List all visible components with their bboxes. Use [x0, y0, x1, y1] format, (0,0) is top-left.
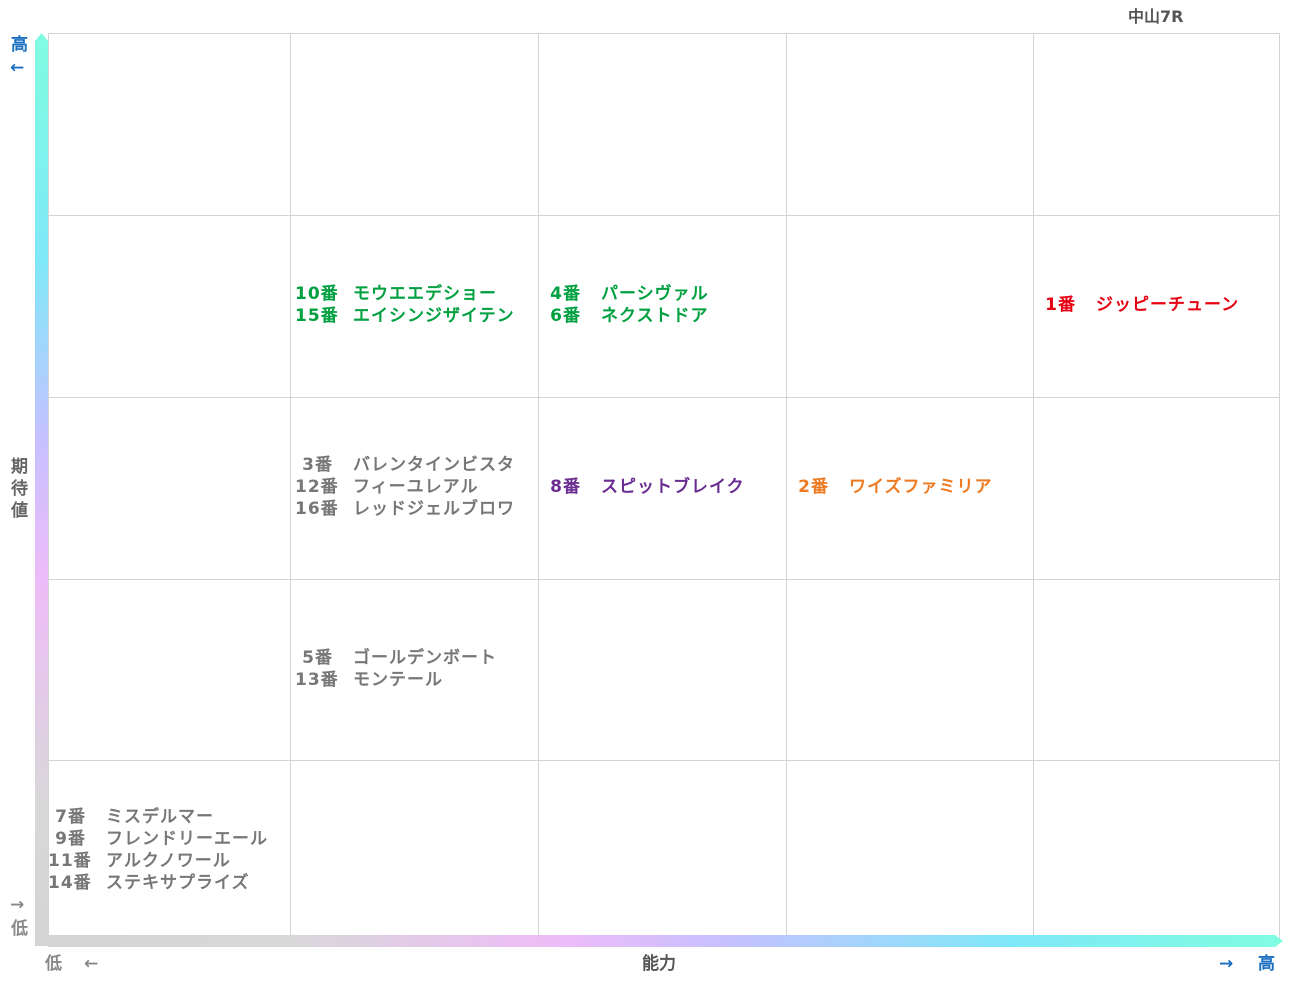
horse-number: 14番 [48, 872, 92, 893]
y-high-arrow-icon: ← [10, 58, 25, 78]
y-high-label: 高 [11, 35, 28, 55]
horse-number: 8番 [550, 477, 581, 497]
x-high-arrow-icon: → [1219, 954, 1234, 974]
horse-number: 9番 [55, 828, 86, 849]
horse-name: ワイズファミリア [849, 477, 993, 497]
horse-entry: 2番 ワイズファミリア [791, 476, 993, 498]
race-title: 中山7R [1128, 7, 1184, 26]
horse-name: ミスデルマー [106, 806, 214, 827]
horse-entry: 10番 モウエエデショー [295, 283, 515, 305]
grid-row-line [49, 397, 1279, 398]
matrix-cell: 5番 ゴールデンボート 13番 モンテール [295, 578, 497, 759]
horse-number: 16番 [295, 499, 339, 519]
grid-column-line [538, 34, 539, 939]
horse-name: スピットブレイク [601, 477, 745, 497]
matrix-cell: 7番 ミスデルマー 9番 フレンドリーエール 11番 アルクノワール 14番 ステキサプライズ [48, 759, 268, 940]
horse-number: 3番 [302, 455, 333, 475]
horse-number: 6番 [550, 306, 581, 326]
horse-name: バレンタインビスタ [353, 455, 515, 475]
y-axis-bar [35, 33, 48, 946]
grid-row-line [49, 215, 1279, 216]
horse-number: 11番 [48, 850, 92, 871]
horse-name: レッドジェルブロワ [353, 499, 515, 519]
y-axis-label: 期待値 [11, 457, 28, 521]
matrix-cell: 3番 バレンタインビスタ 12番 フィーユレアル 16番 レッドジェルブロワ [295, 396, 515, 578]
grid-row-line [49, 760, 1279, 761]
horse-number: 15番 [295, 306, 339, 326]
horse-number: 1番 [1045, 295, 1076, 315]
horse-name: ネクストドア [601, 306, 709, 326]
horse-number: 10番 [295, 284, 339, 304]
grid-column-line [786, 34, 787, 939]
x-axis-bar [35, 935, 1283, 947]
horse-entry: 12番 フィーユレアル [295, 476, 515, 498]
grid-column-line [1033, 34, 1034, 939]
matrix-cell: 10番 モウエエデショー 15番 エイシンジザイテン [295, 214, 515, 396]
matrix-cell: 2番 ワイズファミリア [791, 396, 993, 578]
y-low-arrow-icon: → [10, 895, 25, 915]
x-low-arrow-icon: ← [84, 954, 99, 974]
horse-number: 13番 [295, 669, 339, 690]
x-high-label: 高 [1258, 954, 1275, 974]
horse-entry: 9番 フレンドリーエール [48, 828, 268, 850]
matrix-cell: 4番 パーシヴァル 6番 ネクストドア [543, 214, 709, 396]
horse-number: 7番 [55, 806, 86, 827]
horse-name: フィーユレアル [353, 477, 479, 497]
horse-number: 5番 [302, 647, 333, 668]
horse-entry: 3番 バレンタインビスタ [295, 454, 515, 476]
horse-number: 2番 [798, 477, 829, 497]
horse-name: パーシヴァル [601, 284, 709, 304]
horse-entry: 1番 ジッピーチューン [1038, 294, 1239, 316]
horse-entry: 8番 スピットブレイク [543, 476, 745, 498]
horse-name: モウエエデショー [353, 284, 497, 304]
horse-number: 12番 [295, 477, 339, 497]
horse-entry: 16番 レッドジェルブロワ [295, 498, 515, 520]
x-low-label: 低 [45, 954, 62, 974]
horse-name: エイシンジザイテン [353, 306, 515, 326]
horse-name: ジッピーチューン [1096, 295, 1240, 315]
grid-column-line [290, 34, 291, 939]
horse-name: アルクノワール [106, 850, 231, 871]
x-axis-label: 能力 [642, 954, 676, 974]
horse-name: ゴールデンボート [353, 647, 497, 668]
y-low-label: 低 [11, 919, 28, 939]
horse-entry: 6番 ネクストドア [543, 305, 709, 327]
horse-entry: 4番 パーシヴァル [543, 283, 709, 305]
horse-name: モンテール [353, 669, 443, 690]
horse-number: 4番 [550, 284, 581, 304]
horse-name: ステキサプライズ [106, 872, 250, 893]
horse-entry: 13番 モンテール [295, 669, 497, 691]
matrix-cell: 8番 スピットブレイク [543, 396, 745, 578]
grid-row-line [49, 579, 1279, 580]
matrix-cell: 1番 ジッピーチューン [1038, 214, 1239, 396]
horse-entry: 15番 エイシンジザイテン [295, 305, 515, 327]
horse-entry: 5番 ゴールデンボート [295, 647, 497, 669]
horse-name: フレンドリーエール [106, 828, 268, 849]
horse-entry: 7番 ミスデルマー [48, 806, 268, 828]
horse-entry: 11番 アルクノワール [48, 850, 268, 872]
horse-entry: 14番 ステキサプライズ [48, 872, 268, 894]
